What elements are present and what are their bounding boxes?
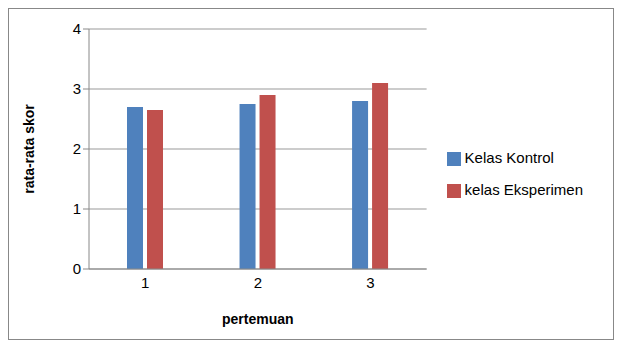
svg-text:2: 2 bbox=[254, 274, 262, 291]
svg-text:1: 1 bbox=[141, 274, 149, 291]
svg-text:4: 4 bbox=[73, 20, 81, 37]
svg-text:2: 2 bbox=[73, 140, 81, 157]
svg-text:0: 0 bbox=[73, 260, 81, 277]
html-text:kelas Eksperimen: kelas Eksperimen bbox=[464, 181, 583, 198]
svg-text:1: 1 bbox=[73, 200, 81, 217]
svg-text:3: 3 bbox=[73, 80, 81, 97]
html-text:Kelas Kontrol: Kelas Kontrol bbox=[464, 149, 554, 166]
svg-text:3: 3 bbox=[366, 274, 374, 291]
svg-text:pertemuan: pertemuan bbox=[222, 311, 294, 327]
svg-text:rata-rata skor: rata-rata skor bbox=[21, 104, 37, 194]
